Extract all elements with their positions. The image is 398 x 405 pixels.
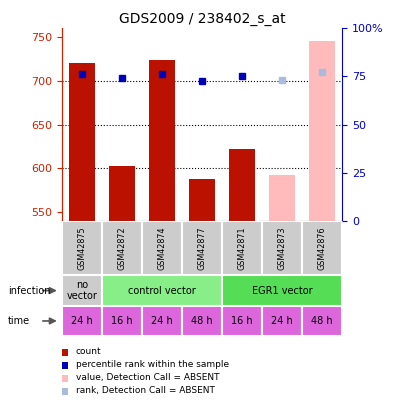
Text: percentile rank within the sample: percentile rank within the sample	[76, 360, 229, 369]
Text: GSM42871: GSM42871	[238, 226, 247, 270]
Bar	[142, 306, 182, 336]
Text: rank, Detection Call = ABSENT: rank, Detection Call = ABSENT	[76, 386, 215, 395]
Text: 24 h: 24 h	[271, 316, 293, 326]
Text: GSM42875: GSM42875	[77, 226, 86, 270]
Bar	[102, 275, 222, 306]
Text: no
vector: no vector	[66, 280, 97, 301]
Bar	[182, 221, 222, 275]
Text: GSM42872: GSM42872	[117, 226, 126, 270]
Bar	[102, 306, 142, 336]
Bar	[222, 306, 262, 336]
Bar	[189, 179, 215, 221]
Text: GSM42873: GSM42873	[278, 226, 287, 270]
Text: GSM42877: GSM42877	[197, 226, 207, 270]
Text: 48 h: 48 h	[191, 316, 213, 326]
Bar	[302, 221, 342, 275]
Text: 16 h: 16 h	[231, 316, 253, 326]
Bar	[142, 221, 182, 275]
Text: value, Detection Call = ABSENT: value, Detection Call = ABSENT	[76, 373, 219, 382]
Bar	[262, 221, 302, 275]
Bar	[62, 306, 102, 336]
Bar	[102, 221, 142, 275]
Text: GSM42874: GSM42874	[157, 226, 166, 270]
Bar	[222, 275, 342, 306]
Text: EGR1 vector: EGR1 vector	[252, 286, 312, 296]
Text: GSM42876: GSM42876	[318, 226, 327, 270]
Bar	[302, 306, 342, 336]
Text: control vector: control vector	[128, 286, 196, 296]
Bar	[269, 175, 295, 221]
Bar	[62, 275, 102, 306]
Bar	[262, 306, 302, 336]
Bar	[109, 166, 135, 221]
Bar	[222, 221, 262, 275]
Text: infection: infection	[8, 286, 51, 296]
Text: count: count	[76, 347, 101, 356]
Bar	[309, 40, 335, 221]
Text: 24 h: 24 h	[71, 316, 93, 326]
Bar	[69, 63, 95, 221]
Bar	[149, 60, 175, 221]
Text: 24 h: 24 h	[151, 316, 173, 326]
Bar	[182, 306, 222, 336]
Bar	[229, 149, 255, 221]
Title: GDS2009 / 238402_s_at: GDS2009 / 238402_s_at	[119, 12, 285, 26]
Text: 16 h: 16 h	[111, 316, 133, 326]
Text: time: time	[8, 316, 30, 326]
Text: 48 h: 48 h	[311, 316, 333, 326]
Bar	[62, 221, 102, 275]
